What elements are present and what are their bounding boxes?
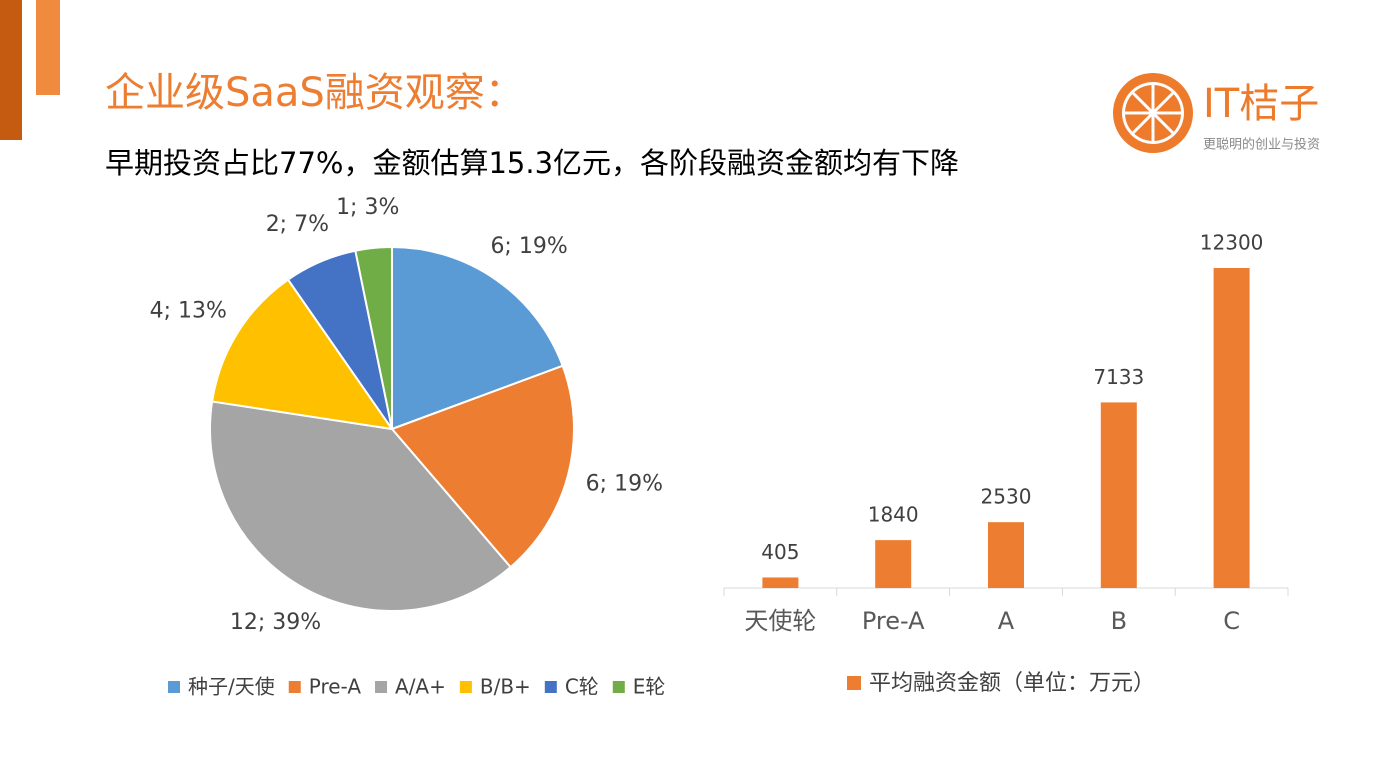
pie-slice — [210, 278, 395, 431]
subtitle: 早期投资占比77%，金额估算15.3亿元，各阶段融资金额均有下降 — [105, 146, 959, 180]
data-label: 12; 39% — [230, 610, 321, 635]
accent-bar — [0, 0, 22, 140]
data-label: 6; 19% — [490, 234, 567, 259]
legend-swatch — [544, 681, 557, 693]
data-label: 2; 7% — [266, 212, 329, 237]
data-label: 12300 — [1200, 231, 1264, 255]
legend-swatch — [288, 681, 301, 693]
legend-swatch — [375, 681, 388, 693]
bar — [1100, 402, 1137, 588]
x-tick-label: C — [1223, 607, 1240, 635]
logo-mark — [1125, 85, 1181, 141]
legend-label: C轮 — [565, 675, 599, 699]
data-label: 7133 — [1093, 365, 1144, 389]
legend-swatch — [459, 681, 472, 693]
pie-slice — [354, 245, 393, 430]
legend-label: B/B+ — [480, 675, 531, 699]
title: 企业级SaaS融资观察： — [105, 70, 525, 116]
data-label: 6; 19% — [586, 472, 663, 497]
x-tick-label: B — [1111, 607, 1127, 635]
legend-label: A/A+ — [395, 675, 446, 699]
legend-swatch — [168, 681, 180, 693]
x-tick-label: 天使轮 — [744, 607, 816, 635]
logo-name: IT桔子 — [1203, 81, 1319, 127]
bar — [762, 577, 799, 588]
bar — [988, 522, 1024, 588]
legend-label: E轮 — [633, 675, 666, 699]
x-tick-label: A — [998, 607, 1015, 635]
bar — [1213, 268, 1250, 588]
pie-slice — [209, 400, 512, 612]
legend-label: 平均融资金额（单位：万元） — [869, 671, 1155, 696]
bar — [875, 540, 912, 588]
logo-tagline: 更聪明的创业与投资 — [1203, 137, 1320, 153]
data-label: 4; 13% — [150, 299, 227, 324]
data-label: 1840 — [868, 503, 919, 527]
legend-swatch — [612, 681, 625, 693]
pie-slice — [391, 245, 564, 431]
data-label: 2530 — [981, 485, 1032, 509]
accent-bar — [36, 0, 60, 95]
data-label: 1; 3% — [336, 195, 399, 220]
legend-label: 种子/天使 — [188, 675, 275, 699]
legend-swatch — [847, 676, 861, 690]
x-tick-label: Pre-A — [862, 607, 925, 635]
pie-slice — [390, 364, 575, 569]
data-label: 405 — [761, 540, 799, 564]
legend-label: Pre-A — [309, 675, 362, 699]
logo: IT桔子 更聪明的创业与投资 — [1113, 73, 1320, 153]
